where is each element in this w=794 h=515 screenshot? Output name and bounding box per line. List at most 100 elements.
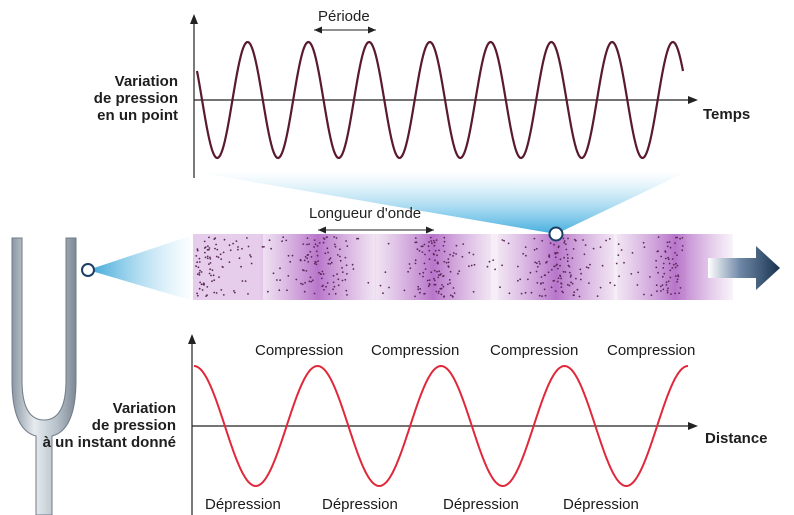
air-particle [492,259,495,261]
air-particle [662,262,665,265]
air-particle [524,246,527,249]
air-particle [669,246,672,249]
air-particle [613,284,616,287]
air-particle [437,274,440,276]
bottom-y-label: Variation de pression à un instant donné [10,400,176,451]
air-particle [414,259,417,262]
air-particle [267,290,269,293]
air-particle [222,251,225,254]
air-particle [666,245,669,248]
air-particle [414,295,416,298]
air-particle [427,245,430,248]
air-particle [322,241,325,244]
emission-point-icon [81,263,95,277]
air-particle [429,236,432,239]
air-particle [196,292,199,295]
air-particle [533,237,536,240]
air-particle [235,240,238,243]
air-particle [215,255,218,258]
air-particle [541,295,543,298]
air-particle [305,270,308,272]
air-particle [676,264,679,267]
air-particle [623,261,625,264]
air-particle [208,263,210,265]
air-particle [560,277,562,280]
air-particle [609,281,612,284]
air-particle [209,256,211,259]
air-particle [449,253,451,256]
period-marker [314,26,376,34]
air-particle [313,239,316,242]
air-particle [656,250,659,253]
compression-label-1: Compression [255,342,344,359]
air-particle [642,241,645,244]
air-particle [333,236,336,238]
air-particle [472,290,475,293]
air-particle [567,264,570,267]
air-particle [246,237,248,239]
air-particle [327,251,329,254]
air-particle [676,254,678,256]
air-particle [270,247,272,250]
air-particle [554,252,557,255]
air-particle [435,290,438,293]
air-particle [553,243,555,246]
air-particle [438,249,440,252]
top-x-axis-arrow-icon [688,96,698,104]
air-particle [326,282,329,284]
air-particle [455,244,458,247]
air-particle [559,264,561,267]
air-particle [388,286,390,289]
air-particle [352,268,355,270]
air-particle [196,273,199,276]
air-particle [196,294,199,297]
air-particle [563,240,566,242]
air-particle [328,258,331,261]
top-y-label: Variation de pression en un point [60,73,178,124]
air-particle [583,253,586,256]
air-particle [332,288,334,291]
air-particle [565,248,568,251]
air-particle [452,296,454,298]
air-particle [568,271,571,274]
air-particle [542,282,544,284]
air-particle [617,254,620,256]
air-particle [321,270,324,273]
air-particle [337,284,340,287]
air-particle [421,251,424,254]
air-particle [571,257,574,259]
air-particle [503,239,505,242]
period-arrow-left-icon [314,26,322,34]
air-particle [462,243,465,246]
air-particle [418,249,421,252]
air-particle [315,263,318,266]
air-particle [543,274,546,276]
air-particle [223,238,226,241]
air-particle [573,294,575,297]
air-particle [403,289,406,292]
air-particle [279,267,281,270]
air-particle [299,258,302,261]
air-particle [200,283,203,286]
air-particle [306,254,309,256]
air-particle [287,254,290,257]
air-particle [677,275,680,278]
air-particle [666,289,669,292]
air-particle [428,258,431,261]
air-particle [534,261,536,264]
air-particle [428,283,431,285]
air-particle [213,279,216,282]
air-particle [336,254,339,256]
air-particle [422,271,425,274]
air-particle [448,279,451,281]
air-particle [427,285,430,288]
air-particle [550,268,553,271]
air-particle [356,237,358,240]
air-particle [563,241,566,244]
air-particle [669,269,672,272]
air-particle [244,280,247,282]
air-particle [211,269,214,272]
air-particle [457,272,459,275]
air-particle [220,289,223,291]
